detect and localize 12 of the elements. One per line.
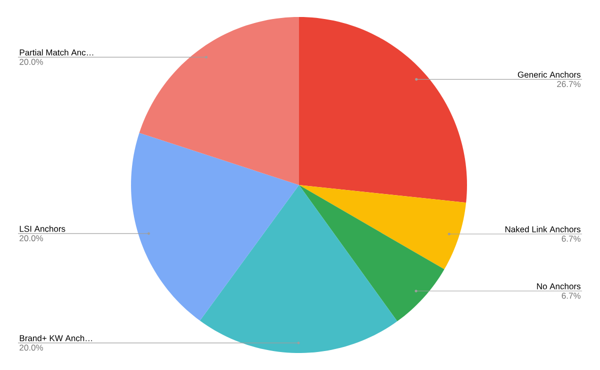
slice-label: Partial Match Anc… [20, 49, 94, 56]
data-label: 6.7% [562, 236, 580, 242]
data-label: 26.7% [557, 81, 580, 88]
data-label: 20.0% [20, 344, 43, 351]
slice-label: No Anchors [537, 283, 580, 290]
data-label: 6.7% [562, 292, 580, 299]
slice-label: LSI Anchors [20, 226, 66, 232]
data-label: 20.0% [20, 235, 43, 242]
slice-label: Generic Anchors [518, 71, 580, 78]
slice-label: Naked Link Anchors [505, 226, 580, 232]
slice-label: Brand+ KW Anch… [20, 334, 92, 342]
data-label: 20.0% [20, 58, 43, 65]
